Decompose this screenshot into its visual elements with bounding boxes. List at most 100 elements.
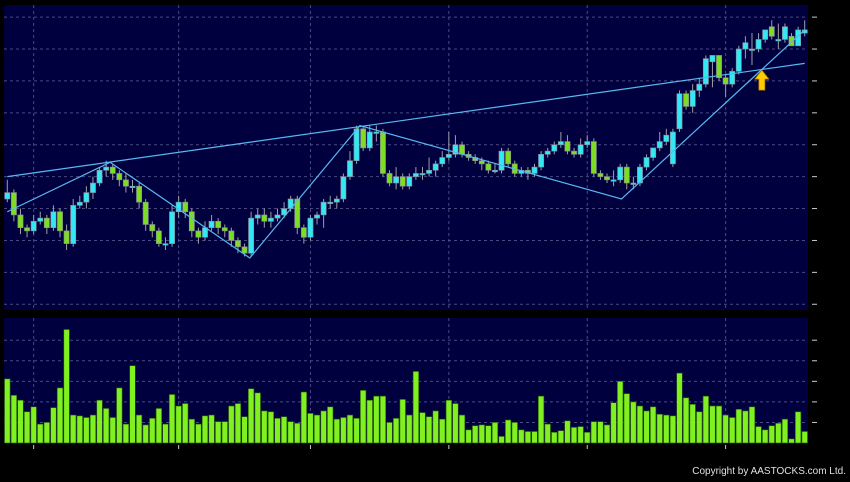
candle-up (374, 132, 379, 134)
candle-down (222, 228, 227, 231)
candle-up (499, 151, 504, 170)
candle-up (578, 145, 583, 155)
volume-bar (123, 424, 129, 443)
volume-bar (64, 330, 70, 443)
volume-bar (321, 411, 327, 443)
candle-up (275, 215, 280, 218)
volume-bar (505, 420, 511, 443)
candle-up (104, 167, 109, 170)
candle-up (618, 167, 623, 180)
volume-bar (229, 406, 235, 443)
candle-down (44, 218, 49, 228)
candle-up (407, 177, 412, 187)
candle-down (506, 151, 511, 164)
volume-bar (327, 407, 333, 443)
candle-up (657, 142, 662, 148)
candle-up (611, 180, 616, 182)
volume-bar (222, 422, 228, 443)
volume-bar (446, 400, 452, 443)
candle-up (321, 202, 326, 215)
candle-up (71, 205, 76, 243)
candle-down (110, 167, 115, 173)
volume-bar (130, 366, 136, 443)
volume-bar (512, 422, 518, 443)
volume-bar (769, 426, 775, 443)
candle-down (380, 132, 385, 173)
volume-bar (782, 419, 788, 443)
volume-bar (776, 423, 782, 443)
volume-bar (584, 432, 590, 443)
candle-up (31, 221, 36, 231)
volume-bar (360, 390, 366, 443)
volume-bar (486, 426, 492, 443)
volume-bar (762, 430, 768, 443)
candle-up (308, 218, 313, 237)
volume-bar (617, 381, 623, 443)
volume-bar (723, 415, 729, 443)
candle-up (644, 158, 649, 168)
candle-down (769, 27, 774, 37)
candle-up (782, 27, 787, 40)
candle-up (532, 167, 537, 173)
volume-bar (51, 408, 57, 443)
candle-up (51, 212, 56, 228)
volume-bar (268, 412, 274, 443)
volume-bar (18, 400, 24, 443)
candle-down (189, 212, 194, 231)
candle-up (354, 129, 359, 161)
candle-down (64, 231, 69, 244)
volume-bar (492, 422, 498, 443)
volume-bar (459, 415, 465, 443)
volume-bar (209, 415, 215, 443)
volume-bar (11, 395, 17, 443)
candle-up (249, 218, 254, 253)
volume-bar (117, 388, 123, 443)
volume-bar (479, 425, 485, 443)
volume-bar (182, 404, 188, 443)
candle-up (413, 173, 418, 176)
volume-bar (611, 403, 617, 443)
volume-bar (407, 415, 413, 443)
volume-bar (308, 413, 314, 443)
candle-down (143, 202, 148, 224)
volume-bar (393, 418, 399, 443)
volume-bar (631, 402, 637, 443)
volume-bar (248, 389, 254, 443)
candle-up (538, 154, 543, 167)
candle-down (150, 224, 155, 230)
candle-down (604, 177, 609, 180)
candle-down (400, 177, 405, 187)
volume-bar (743, 411, 749, 443)
volume-bar (644, 411, 650, 443)
candle-up (743, 43, 748, 49)
volume-bar (374, 396, 380, 443)
volume-bar (176, 406, 182, 443)
volume-bar (77, 416, 83, 443)
candle-down (683, 94, 688, 107)
volume-bar (110, 418, 116, 443)
candle-down (262, 215, 267, 221)
volume-bar (519, 430, 525, 443)
candle-down (723, 78, 728, 84)
candle-up (97, 170, 102, 183)
volume-bar (242, 417, 248, 443)
volume-bar (637, 406, 643, 443)
volume-bar (262, 411, 268, 443)
candle-down (24, 228, 29, 231)
candle-up (703, 59, 708, 85)
volume-bar (301, 392, 307, 443)
candle-up (347, 161, 352, 177)
candle-down (479, 161, 484, 164)
candle-down (301, 228, 306, 238)
candle-down (136, 186, 141, 202)
candle-up (552, 145, 557, 151)
volume-bar (400, 399, 406, 443)
candle-down (716, 55, 721, 77)
candle-up (334, 199, 339, 202)
volume-bar (387, 422, 393, 443)
volume-bar (670, 416, 676, 443)
volume-bar (558, 431, 564, 443)
volume-bar (367, 400, 373, 443)
volume-bar (294, 423, 300, 443)
